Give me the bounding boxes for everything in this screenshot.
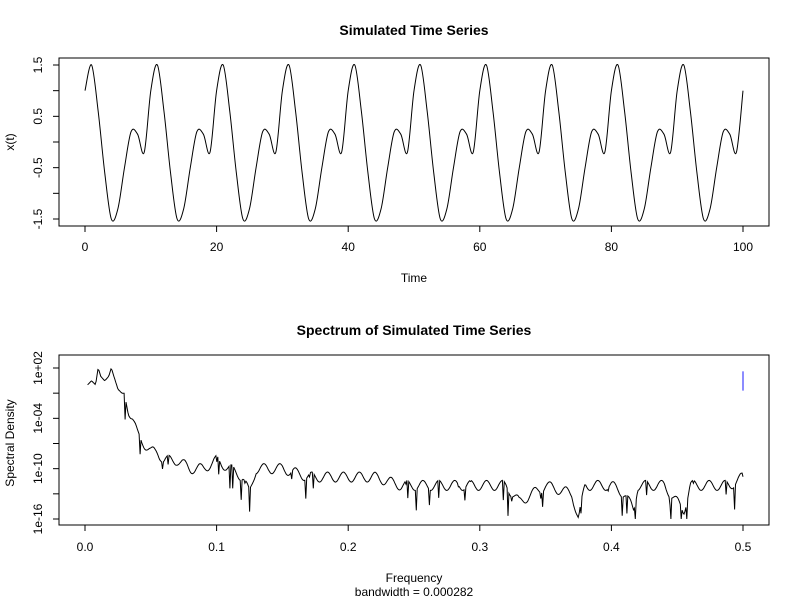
spectrum-y-ticks: 1e+02 1e-04 1e-10 1e-16 <box>31 351 60 534</box>
time-series-y-ticks: 1.5 0.5 -0.5 -1.5 <box>31 56 60 229</box>
time-series-line <box>84 64 744 222</box>
spectrum-x-tick-label: 0.5 <box>735 540 752 554</box>
spectrum-panel: Spectrum of Simulated Time Series 0.0 0.1… <box>3 322 770 599</box>
spectrum-x-ticks: 0.0 0.1 0.2 0.3 0.4 0.5 <box>77 524 752 554</box>
time-series-y-tick-label: -1.5 <box>31 208 45 229</box>
spectrum-x-tick-label: 0.1 <box>208 540 225 554</box>
time-series-x-tick-label: 0 <box>82 240 89 254</box>
spectrum-y-tick-label: 1e-10 <box>31 453 45 484</box>
spectrum-y-tick-label: 1e-04 <box>31 403 45 434</box>
spectrum-bandwidth-label: bandwidth = 0.000282 <box>355 585 474 599</box>
spectrum-y-axis-label: Spectral Density <box>3 399 17 486</box>
spectrum-x-axis-label: Frequency <box>386 571 443 585</box>
spectrum-line <box>87 367 744 520</box>
spectrum-title: Spectrum of Simulated Time Series <box>297 322 532 338</box>
time-series-x-tick-label: 40 <box>342 240 356 254</box>
spectrum-x-tick-label: 0.4 <box>603 540 620 554</box>
time-series-y-tick-label: 0.5 <box>31 108 45 125</box>
time-series-x-ticks: 0 20 40 60 80 100 <box>82 225 753 254</box>
spectrum-y-tick-label: 1e-16 <box>31 503 45 534</box>
time-series-panel: Simulated Time Series 0 20 40 60 80 100 1.5 0.… <box>3 22 770 285</box>
time-series-plot-box <box>58 57 770 227</box>
time-series-x-tick-label: 60 <box>473 240 487 254</box>
time-series-title: Simulated Time Series <box>339 22 488 38</box>
time-series-y-tick-label: -0.5 <box>31 157 45 178</box>
spectrum-plot-box <box>58 354 770 526</box>
spectrum-x-tick-label: 0.2 <box>340 540 357 554</box>
time-series-x-tick-label: 100 <box>733 240 753 254</box>
time-series-x-axis-label: Time <box>401 271 428 285</box>
time-series-y-axis-label: x(t) <box>3 133 17 150</box>
spectrum-y-tick-label: 1e+02 <box>31 351 45 385</box>
spectrum-x-tick-label: 0.0 <box>77 540 94 554</box>
time-series-x-tick-label: 20 <box>210 240 224 254</box>
time-series-y-tick-label: 1.5 <box>31 56 45 73</box>
spectrum-x-tick-label: 0.3 <box>471 540 488 554</box>
time-series-x-tick-label: 80 <box>605 240 619 254</box>
